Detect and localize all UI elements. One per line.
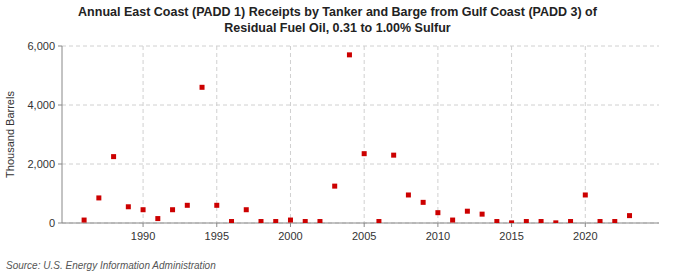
point: 2007: 2300 — [391, 153, 396, 158]
source-note: Source: U.S. Energy Information Administ… — [6, 260, 216, 271]
point: 1986: 100 — [82, 218, 87, 223]
point: 1993: 600 — [185, 203, 190, 208]
x-tick — [364, 223, 365, 227]
point: 1998: 50 — [259, 219, 264, 223]
y-tick — [58, 46, 62, 47]
point: 2006: 50 — [376, 219, 381, 223]
x-tick — [585, 223, 586, 227]
point: 2000: 100 — [288, 218, 293, 223]
y-tick — [58, 223, 62, 224]
y-axis-label: Thousand Barrels — [4, 91, 16, 178]
point: 1995: 600 — [214, 203, 219, 208]
point: 2008: 950 — [406, 192, 411, 197]
point: 2019: 50 — [568, 219, 573, 223]
x-tick-label: 2005 — [352, 230, 376, 242]
grid-line-x — [511, 46, 512, 223]
point: 1987: 850 — [96, 195, 101, 200]
grid-line-y — [62, 46, 659, 47]
point: 2020: 950 — [583, 192, 588, 197]
point: 2022: 50 — [612, 219, 617, 223]
point: 2010: 350 — [435, 210, 440, 215]
grid-line-x — [290, 46, 291, 223]
x-tick — [216, 223, 217, 227]
point: 2013: 300 — [480, 212, 485, 217]
chart-svg: Annual East Coast (PADD 1) Receipts by T… — [0, 0, 675, 275]
x-tick-label: 2020 — [573, 230, 597, 242]
x-tick — [511, 223, 512, 227]
grid-line-y — [62, 105, 659, 106]
point: 2009: 700 — [421, 200, 426, 205]
point: 1989: 550 — [126, 204, 131, 209]
y-tick-label: 0 — [49, 217, 55, 229]
y-tick-label: 4,000 — [27, 99, 55, 111]
title-line: Annual East Coast (PADD 1) Receipts by T… — [78, 5, 598, 19]
point: 1997: 450 — [244, 207, 249, 212]
point: 1996: 50 — [229, 219, 234, 223]
point: 1992: 450 — [170, 207, 175, 212]
grid-line-x — [364, 46, 365, 223]
grid-line-x — [143, 46, 144, 223]
point: 1994: 4600 — [200, 85, 205, 90]
point: 2003: 1250 — [332, 184, 337, 189]
y-tick-label: 2,000 — [27, 158, 55, 170]
point: 2001: 50 — [303, 219, 308, 223]
points: 1986: 100 1987: 850 1988: 2250 1989: 550 199… — [82, 52, 632, 223]
x-tick — [143, 223, 144, 227]
point: 1999: 50 — [273, 219, 278, 223]
point: 2017: 50 — [539, 219, 544, 223]
x-tick — [290, 223, 291, 227]
point: 2018: 5 — [553, 220, 558, 223]
x-tick-label: 1990 — [131, 230, 155, 242]
point: 2021: 50 — [598, 219, 603, 223]
y-tick — [58, 164, 62, 165]
title-line: Residual Fuel Oil, 0.31 to 1.00% Sulfur — [224, 21, 451, 35]
grid-line-y — [62, 164, 659, 165]
point: 1988: 2250 — [111, 154, 116, 159]
x-tick-label: 2015 — [499, 230, 523, 242]
point: 2023: 250 — [627, 213, 632, 218]
point: 2011: 100 — [450, 218, 455, 223]
y-axis-line — [62, 46, 63, 223]
point: 2004: 5700 — [347, 52, 352, 57]
grid-line-x — [437, 46, 438, 223]
x-tick-label: 2010 — [426, 230, 450, 242]
point: 2002: 50 — [317, 219, 322, 223]
title: Annual East Coast (PADD 1) Receipts by T… — [78, 5, 598, 35]
point: 2012: 400 — [465, 209, 470, 214]
grid-line-x — [216, 46, 217, 223]
y-tick — [58, 105, 62, 106]
point: 1990: 450 — [141, 207, 146, 212]
chart-container: Annual East Coast (PADD 1) Receipts by T… — [0, 0, 675, 275]
point: 2014: 50 — [494, 219, 499, 223]
point: 2015: 5 — [509, 220, 514, 223]
grid — [62, 46, 659, 223]
point: 2016: 50 — [524, 219, 529, 223]
point: 1991: 150 — [155, 216, 160, 221]
x-tick-label: 1995 — [205, 230, 229, 242]
point: 2005: 2350 — [362, 151, 367, 156]
x-tick — [437, 223, 438, 227]
x-tick-label: 2000 — [278, 230, 302, 242]
y-tick-label: 6,000 — [27, 40, 55, 52]
